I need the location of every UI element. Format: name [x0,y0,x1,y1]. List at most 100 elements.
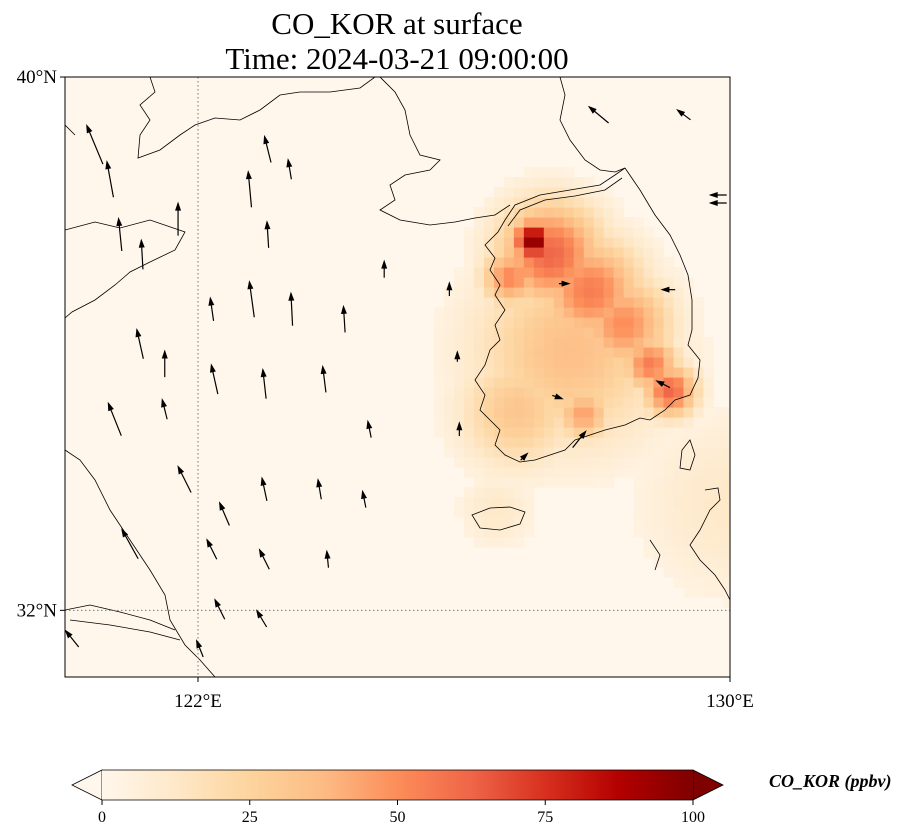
co-cell [603,427,615,438]
co-cell [553,357,565,368]
co-cell [683,387,695,398]
co-cell [473,437,485,448]
co-cell [683,407,695,418]
co-cell [473,477,485,488]
co-cell [563,397,575,408]
co-cell [673,487,685,498]
co-cell [464,447,475,458]
co-cell [663,337,675,348]
co-cell [563,357,575,368]
co-cell [593,197,605,208]
co-cell [523,327,535,338]
co-cell [523,377,535,388]
co-cell [593,297,605,308]
co-cell [563,197,575,208]
co-cell [454,287,465,298]
co-cell [673,297,685,308]
co-cell [513,507,525,518]
co-cell [553,467,565,478]
co-cell [553,297,565,308]
co-cell [613,257,625,268]
co-cell [723,407,730,418]
co-cell [593,377,605,388]
co-cell [543,297,555,308]
co-cell [663,357,675,368]
co-cell [693,417,704,428]
co-cell [593,217,605,228]
co-cell [693,537,704,548]
co-cell [603,317,615,328]
co-cell [563,217,575,228]
co-cell [523,217,535,228]
co-cell [464,417,475,428]
co-cell [473,347,485,358]
colorbar-tick-label: 75 [537,809,553,826]
co-cell [503,537,515,548]
co-cell [683,527,695,538]
co-cell [623,277,635,288]
co-cell [583,447,595,458]
co-cell [533,347,545,358]
co-cell [663,567,675,578]
coastline [679,439,696,471]
co-cell [483,497,495,508]
co-cell [713,567,724,578]
co-cell [553,437,565,448]
co-cell [493,387,505,398]
co-cell [464,297,475,308]
co-cell [543,257,555,268]
co-cell [454,367,465,378]
co-cell [483,367,495,378]
co-cell [553,277,565,288]
co-cell [613,357,625,368]
co-cell [573,217,585,228]
co-cell [633,417,645,428]
co-cell [683,317,695,328]
co-cell [573,447,585,458]
co-cell [713,527,724,538]
co-cell [464,327,475,338]
co-cell [553,347,565,358]
co-cell [444,447,455,458]
co-cell [693,577,704,588]
co-cell [643,497,655,508]
co-cell [623,447,635,458]
co-cell [643,387,655,398]
co-cell [513,527,525,538]
co-cell [723,457,730,468]
co-cell [683,547,695,558]
colorbar-tick-label: 0 [98,809,106,826]
co-cell [673,577,685,588]
co-cell [683,477,695,488]
co-cell [444,357,455,368]
co-cell [583,227,595,238]
co-cell [523,167,535,178]
co-cell [633,327,645,338]
co-cell [473,237,485,248]
co-cell [713,587,724,598]
colorbar-tick-label: 50 [390,809,406,826]
co-cell [543,187,555,198]
co-cell [513,227,525,238]
co-cell [464,497,475,508]
co-cell [603,347,615,358]
co-cell [473,367,485,378]
co-cell [653,557,665,568]
co-cell [553,217,565,228]
co-cell [563,237,575,248]
co-cell [663,277,675,288]
co-cell [513,387,525,398]
co-cell [603,247,615,258]
co-cell [493,307,505,318]
co-cell [693,327,704,338]
co-cell [454,317,465,328]
co-cell [513,407,525,418]
co-cell [523,307,535,318]
wind-arrow [708,192,727,198]
co-cell [533,207,545,218]
co-cell [533,217,545,228]
co-cell [434,387,445,398]
wind-arrow [587,105,609,124]
wind-arrow [260,367,267,399]
co-cell [543,197,555,208]
